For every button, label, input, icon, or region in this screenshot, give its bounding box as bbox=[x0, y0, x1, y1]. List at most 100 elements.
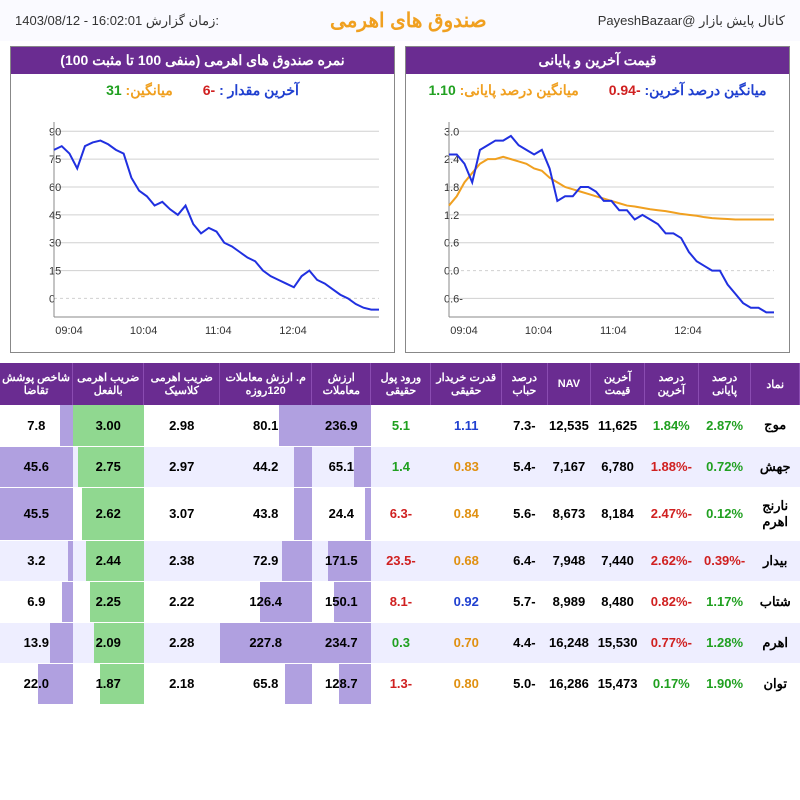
table-cell: 1.11 bbox=[431, 405, 502, 446]
svg-text:75: 75 bbox=[49, 154, 61, 166]
report-time: 1403/08/12 - 16:02:01 زمان گزارش: bbox=[15, 13, 219, 29]
time-label: زمان گزارش: bbox=[146, 13, 219, 28]
table-cell: 2.98 bbox=[144, 405, 220, 446]
table-cell: 227.8 bbox=[220, 622, 312, 663]
table-row: توان1.90%0.17%15,47316,286-5.00.80-1.312… bbox=[0, 663, 800, 704]
table-cell: 128.7 bbox=[312, 663, 371, 704]
table-cell: 126.4 bbox=[220, 581, 312, 622]
svg-text:0.0: 0.0 bbox=[444, 266, 459, 278]
table-cell: 15,530 bbox=[591, 622, 645, 663]
table-cell: 0.17% bbox=[644, 663, 698, 704]
table-cell: توان bbox=[751, 663, 800, 704]
table-cell: -1.88% bbox=[644, 446, 698, 487]
table-cell: 2.97 bbox=[144, 446, 220, 487]
svg-text:1.2: 1.2 bbox=[444, 210, 459, 222]
svg-text:10:04: 10:04 bbox=[130, 325, 158, 337]
table-cell: 171.5 bbox=[312, 540, 371, 581]
table-cell: 0.3 bbox=[371, 622, 431, 663]
table-cell: -4.4 bbox=[502, 622, 547, 663]
channel-name: کانال پایش بازار @PayeshBazaar bbox=[598, 13, 785, 29]
table-cell: 2.62 bbox=[73, 487, 144, 540]
stat-value: -6 bbox=[203, 82, 215, 98]
chart-score-svg: 015304560759009:0410:0411:0412:04 bbox=[11, 107, 394, 352]
table-cell: جهش bbox=[751, 446, 800, 487]
table-cell: موج bbox=[751, 405, 800, 446]
table-header-row: نماددرصد پایانیدرصد آخرینآخرین قیمتNAVدر… bbox=[0, 363, 800, 405]
svg-text:11:04: 11:04 bbox=[600, 325, 627, 337]
chart-score-title: نمره صندوق های اهرمی (منفی 100 تا مثبت 1… bbox=[11, 47, 394, 74]
table-header-cell: م. ارزش معاملات 120روزه bbox=[220, 363, 312, 405]
table-cell: 2.09 bbox=[73, 622, 144, 663]
svg-text:11:04: 11:04 bbox=[205, 325, 232, 337]
table-cell: 1.84% bbox=[644, 405, 698, 446]
table-row: جهش0.72%-1.88%6,7807,167-5.40.831.465.14… bbox=[0, 446, 800, 487]
table-header-cell: نماد bbox=[751, 363, 800, 405]
table-cell: 44.2 bbox=[220, 446, 312, 487]
stat-label: میانگین درصد پایانی: bbox=[460, 82, 579, 98]
table-cell: 3.00 bbox=[73, 405, 144, 446]
table-cell: 2.28 bbox=[144, 622, 220, 663]
svg-text:10:04: 10:04 bbox=[525, 325, 553, 337]
svg-text:12:04: 12:04 bbox=[674, 325, 702, 337]
table-cell: 1.87 bbox=[73, 663, 144, 704]
table-cell: 3.2 bbox=[0, 540, 73, 581]
table-header-cell: ورود پول حقیقی bbox=[371, 363, 431, 405]
svg-text:30: 30 bbox=[49, 238, 61, 250]
table-cell: -1.3 bbox=[371, 663, 431, 704]
chart-price-svg: -0.60.00.61.21.82.43.009:0410:0411:0412:… bbox=[406, 107, 789, 352]
table-row: اهرم1.28%-0.77%15,53016,248-4.40.700.323… bbox=[0, 622, 800, 663]
chart-price-stats: میانگین درصد آخرین: -0.94 میانگین درصد پ… bbox=[406, 74, 789, 107]
svg-text:12:04: 12:04 bbox=[279, 325, 307, 337]
table-cell: 7,167 bbox=[547, 446, 591, 487]
table-cell: 1.17% bbox=[698, 581, 751, 622]
svg-text:09:04: 09:04 bbox=[450, 325, 478, 337]
table-cell: 8,480 bbox=[591, 581, 645, 622]
table-cell: -6.3 bbox=[371, 487, 431, 540]
chart-score-stats: آخرین مقدار : -6 میانگین: 31 bbox=[11, 74, 394, 107]
table-cell: نارنج اهرم bbox=[751, 487, 800, 540]
table-header-cell: درصد حباب bbox=[502, 363, 547, 405]
table-cell: 2.18 bbox=[144, 663, 220, 704]
table-cell: 0.92 bbox=[431, 581, 502, 622]
table-cell: شتاب bbox=[751, 581, 800, 622]
table-row: نارنج اهرم0.12%-2.47%8,1848,673-5.60.84-… bbox=[0, 487, 800, 540]
svg-text:15: 15 bbox=[49, 266, 61, 278]
table-cell: 0.70 bbox=[431, 622, 502, 663]
table-header-cell: آخرین قیمت bbox=[591, 363, 645, 405]
table-header-cell: درصد آخرین bbox=[644, 363, 698, 405]
table-cell: 45.6 bbox=[0, 446, 73, 487]
table-cell: 5.1 bbox=[371, 405, 431, 446]
table-cell: -2.62% bbox=[644, 540, 698, 581]
table-cell: 6.9 bbox=[0, 581, 73, 622]
time-value: 1403/08/12 - 16:02:01 bbox=[15, 13, 142, 28]
table-cell: 234.7 bbox=[312, 622, 371, 663]
table-cell: بیدار bbox=[751, 540, 800, 581]
table-cell: -5.4 bbox=[502, 446, 547, 487]
table-body: موج2.87%1.84%11,62512,535-7.31.115.1236.… bbox=[0, 405, 800, 704]
table-cell: 15,473 bbox=[591, 663, 645, 704]
svg-text:90: 90 bbox=[49, 126, 61, 138]
table-cell: 7,440 bbox=[591, 540, 645, 581]
table-row: شتاب1.17%-0.82%8,4808,989-5.70.92-8.1150… bbox=[0, 581, 800, 622]
table-cell: 1.28% bbox=[698, 622, 751, 663]
table-cell: 80.1 bbox=[220, 405, 312, 446]
table-cell: 13.9 bbox=[0, 622, 73, 663]
stat-value: 1.10 bbox=[429, 82, 456, 98]
table-cell: 7,948 bbox=[547, 540, 591, 581]
stat-label: میانگین: bbox=[126, 82, 173, 98]
table-cell: -0.82% bbox=[644, 581, 698, 622]
table-header-cell: ضریب اهرمی بالفعل bbox=[73, 363, 144, 405]
table-cell: 2.22 bbox=[144, 581, 220, 622]
table-cell: -6.4 bbox=[502, 540, 547, 581]
table-header-cell: NAV bbox=[547, 363, 591, 405]
table-header-cell: ضریب اهرمی کلاسیک bbox=[144, 363, 220, 405]
table-cell: 2.25 bbox=[73, 581, 144, 622]
table-cell: 8,184 bbox=[591, 487, 645, 540]
table-cell: 0.72% bbox=[698, 446, 751, 487]
table-cell: 6,780 bbox=[591, 446, 645, 487]
table-cell: 8,673 bbox=[547, 487, 591, 540]
table-cell: 0.68 bbox=[431, 540, 502, 581]
table-cell: -0.39% bbox=[698, 540, 751, 581]
table-cell: 150.1 bbox=[312, 581, 371, 622]
chart-price: قیمت آخرین و پایانی میانگین درصد آخرین: … bbox=[405, 46, 790, 353]
